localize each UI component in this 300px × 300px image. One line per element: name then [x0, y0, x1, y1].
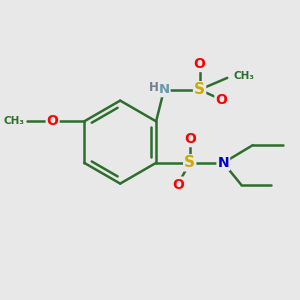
Text: N: N [218, 156, 229, 170]
Text: H: H [149, 81, 159, 94]
Text: CH₃: CH₃ [233, 71, 254, 81]
Text: S: S [194, 82, 205, 97]
Text: O: O [172, 178, 184, 192]
Text: N: N [158, 83, 169, 96]
Text: O: O [184, 132, 196, 146]
Text: O: O [215, 93, 227, 106]
Text: O: O [47, 114, 58, 128]
Text: CH₃: CH₃ [4, 116, 25, 126]
Text: O: O [194, 57, 206, 71]
Text: S: S [184, 155, 195, 170]
